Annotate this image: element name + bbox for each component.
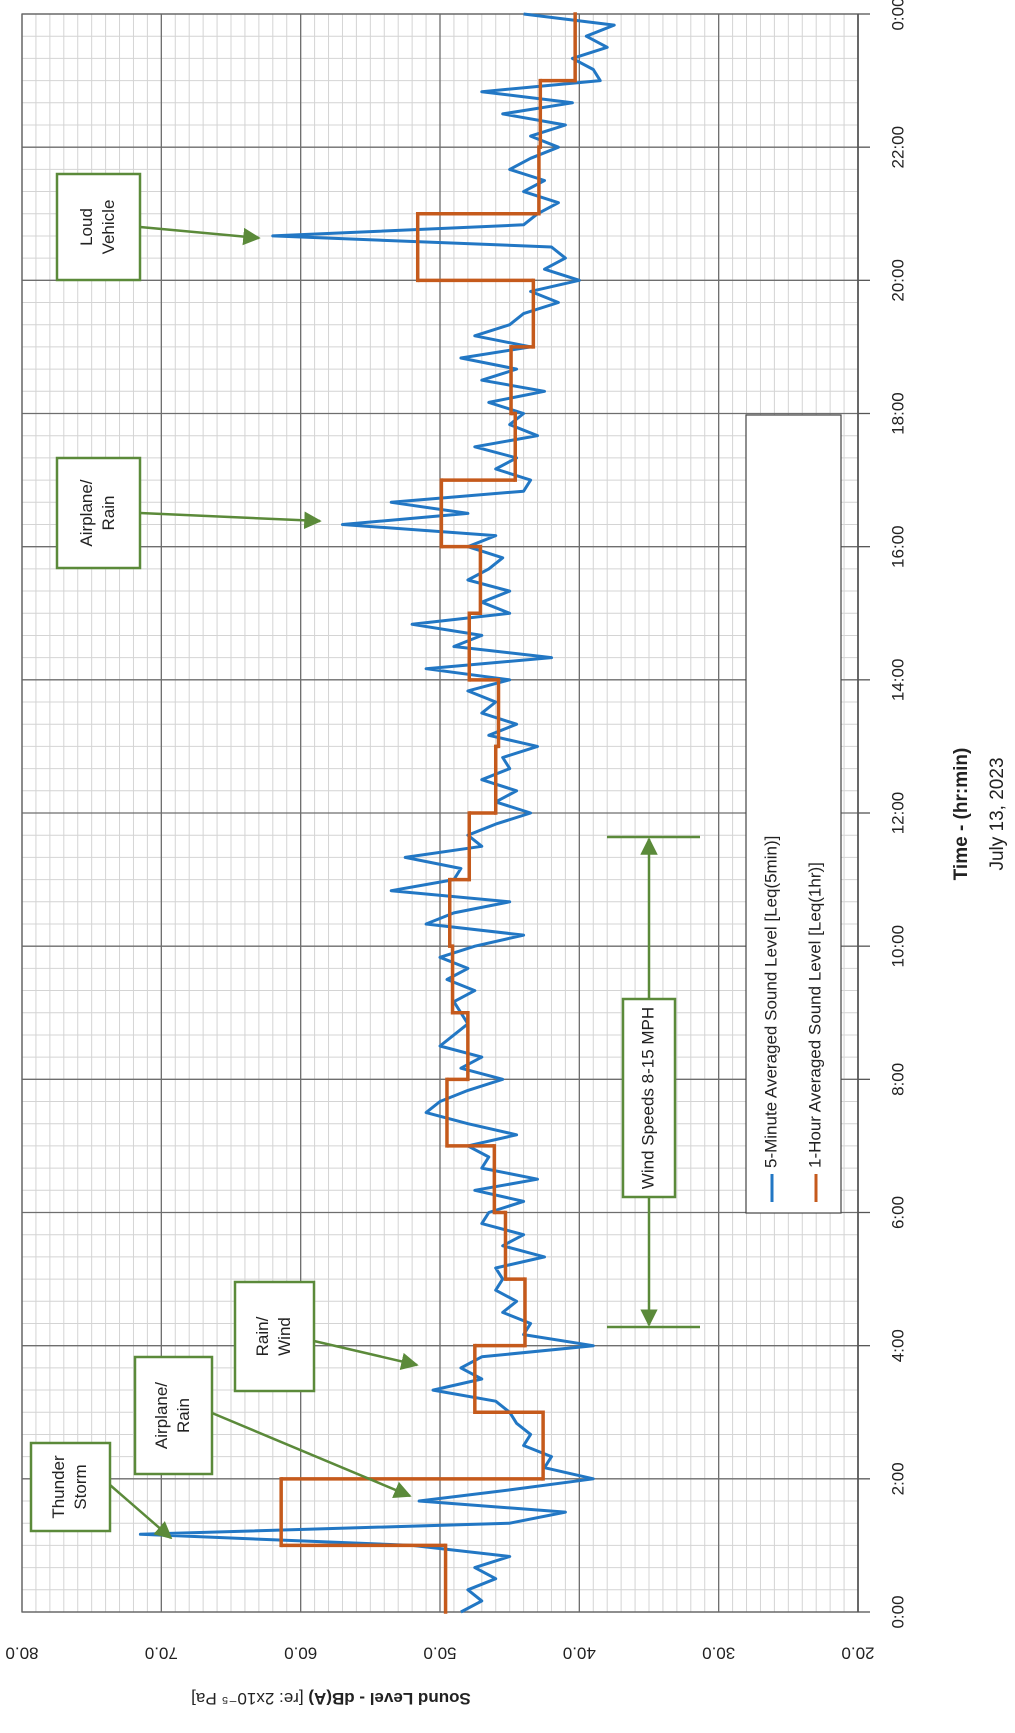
annotation-text: Rain bbox=[99, 496, 118, 531]
x-tick-label: 0:00 bbox=[888, 1595, 907, 1628]
x-tick-label: 14:00 bbox=[888, 659, 907, 702]
annotation-text: Rain bbox=[174, 1398, 193, 1433]
y-tick-label: 70.0 bbox=[145, 1644, 178, 1663]
y-tick-label: 40.0 bbox=[563, 1644, 596, 1663]
legend-label: 5-Minute Averaged Sound Level [Leq(5min)… bbox=[761, 836, 780, 1168]
annotation-box bbox=[133, 1355, 214, 1476]
legend-box bbox=[745, 414, 842, 1214]
y-tick-label: 30.0 bbox=[702, 1644, 735, 1663]
x-tick-label: 8:00 bbox=[888, 1063, 907, 1096]
annotation-arrow bbox=[211, 1411, 412, 1498]
series-line bbox=[138, 12, 616, 1614]
x-axis-subtitle: July 13, 2023 bbox=[987, 757, 1008, 870]
annotation-text: Wind bbox=[275, 1317, 294, 1356]
annotation-box bbox=[55, 456, 142, 570]
y-tick-label: 50.0 bbox=[423, 1644, 456, 1663]
y-tick-label: 80.0 bbox=[5, 1644, 38, 1663]
annotation-arrow bbox=[139, 225, 261, 246]
annotation-text: Airplane/ bbox=[77, 479, 96, 546]
annotation-box bbox=[55, 172, 142, 282]
annotation-text: Loud bbox=[77, 208, 96, 246]
x-tick-label: 10:00 bbox=[888, 925, 907, 968]
legend-label: 1-Hour Averaged Sound Level [Leq(1hr)] bbox=[805, 862, 824, 1168]
annotations: 5-Minute Averaged Sound Level [Leq(5min)… bbox=[29, 172, 842, 1540]
annotation-text: Wind Speeds 8-15 MPH bbox=[638, 1007, 657, 1189]
annotation-text: Rain/ bbox=[253, 1316, 272, 1356]
x-tick-label: 2:00 bbox=[888, 1462, 907, 1495]
x-tick-label: 20:00 bbox=[888, 259, 907, 302]
y-tick-label: 20.0 bbox=[841, 1644, 874, 1663]
y-axis-title-note: [re: 2x10⁻⁵ Pa] bbox=[191, 1689, 308, 1708]
y-axis-title-main: Sound Level - dB(A) bbox=[308, 1689, 470, 1708]
x-tick-label: 16:00 bbox=[888, 525, 907, 568]
annotation-box bbox=[233, 1280, 316, 1393]
annotation-text: Airplane/ bbox=[152, 1382, 171, 1449]
x-tick-label: 22:00 bbox=[888, 126, 907, 169]
y-tick-label: 60.0 bbox=[284, 1644, 317, 1663]
annotation-arrow bbox=[139, 511, 322, 530]
x-tick-label: 0:00 bbox=[888, 0, 907, 31]
x-axis-title: Time - (hr:min) bbox=[951, 748, 972, 881]
annotation-text: Storm bbox=[71, 1464, 90, 1509]
annotation-text: Thunder bbox=[49, 1455, 68, 1519]
annotation-arrow bbox=[313, 1339, 419, 1370]
x-tick-label: 12:00 bbox=[888, 792, 907, 835]
data bbox=[138, 12, 616, 1614]
annotation-box bbox=[29, 1441, 112, 1533]
x-tick-label: 4:00 bbox=[888, 1329, 907, 1362]
annotation-text: Vehicle bbox=[99, 200, 118, 255]
x-tick-label: 18:00 bbox=[888, 392, 907, 435]
x-tick-label: 6:00 bbox=[888, 1196, 907, 1229]
y-axis-title: Sound Level - dB(A) [re: 2x10⁻⁵ Pa] bbox=[191, 1689, 471, 1708]
annotation-arrow bbox=[109, 1484, 173, 1540]
